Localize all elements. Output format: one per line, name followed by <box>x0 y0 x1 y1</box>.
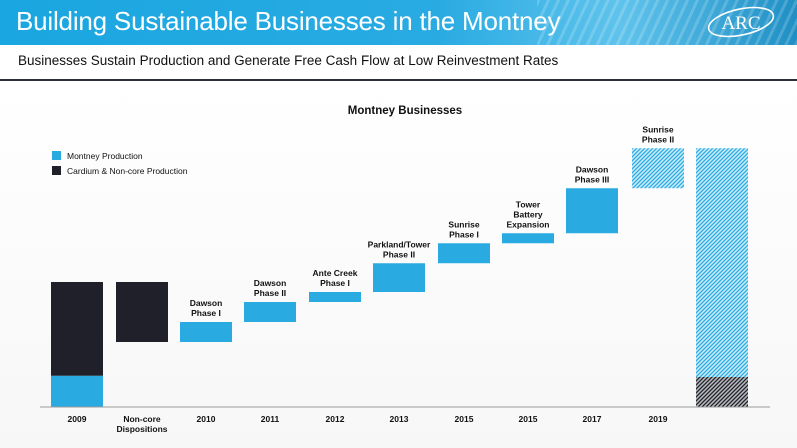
legend-label: Montney Production <box>67 151 143 161</box>
bar-segment <box>51 282 103 376</box>
bar-segment <box>309 292 361 302</box>
category-label: Non-core Dispositions <box>116 414 167 434</box>
category-label: 2015 <box>519 414 538 424</box>
bar-segment <box>696 377 748 407</box>
bar-label: Dawson Phase II <box>254 278 287 298</box>
legend-label: Cardium & Non-core Production <box>67 166 188 176</box>
arc-logo: ARC <box>707 6 775 38</box>
bar-segment <box>696 148 748 377</box>
category-label: 2011 <box>261 414 280 424</box>
category-label: 2015 <box>455 414 474 424</box>
chart-legend: Montney Production Cardium & Non-core Pro… <box>52 151 188 176</box>
page-title: Building Sustainable Businesses in the M… <box>16 6 561 36</box>
bar-label: Ante Creek Phase I <box>313 268 358 288</box>
bar-segment <box>51 375 103 407</box>
bar-label: Dawson Phase III <box>575 164 610 184</box>
subtitle-bar: Businesses Sustain Production and Genera… <box>0 45 797 81</box>
category-label: 2009 <box>68 414 87 424</box>
bar-label: Sunrise Phase II <box>642 124 674 144</box>
bar-label: Sunrise Phase I <box>448 219 479 239</box>
legend-swatch <box>52 151 61 160</box>
legend-swatch <box>52 166 61 175</box>
bar-segment <box>180 322 232 342</box>
header-banner: Building Sustainable Businesses in the M… <box>0 0 797 45</box>
chart-panel: Montney Businesses Montney Production Car… <box>0 81 797 448</box>
category-label: 2017 <box>583 414 602 424</box>
bar-segment <box>438 243 490 264</box>
bar-segment <box>566 188 618 234</box>
waterfall-chart: Montney Businesses Montney Production Car… <box>40 105 770 434</box>
bar-segment <box>116 282 168 342</box>
bar-segment <box>244 302 296 322</box>
logo-text: ARC <box>721 13 760 34</box>
bar-segment <box>632 148 684 189</box>
chart-bars: Dawson Phase I Dawson Phase II Ante Creek Pha… <box>51 124 748 407</box>
bar-segment <box>373 263 425 292</box>
page-subtitle: Businesses Sustain Production and Genera… <box>18 53 559 68</box>
category-label: 2010 <box>197 414 216 424</box>
chart-title: Montney Businesses <box>348 105 462 117</box>
bar-label: Parkland/Tower Phase II <box>368 239 431 259</box>
category-label: 2019 <box>649 414 668 424</box>
bar-label: Tower Battery Expansion <box>507 199 550 229</box>
bar-label: Dawson Phase I <box>190 298 223 318</box>
category-label: 2013 <box>390 414 409 424</box>
category-labels: 2009 Non-core Dispositions 2010 2011 2012 2013… <box>68 414 668 434</box>
category-label: 2012 <box>326 414 345 424</box>
bar-segment <box>502 233 554 244</box>
